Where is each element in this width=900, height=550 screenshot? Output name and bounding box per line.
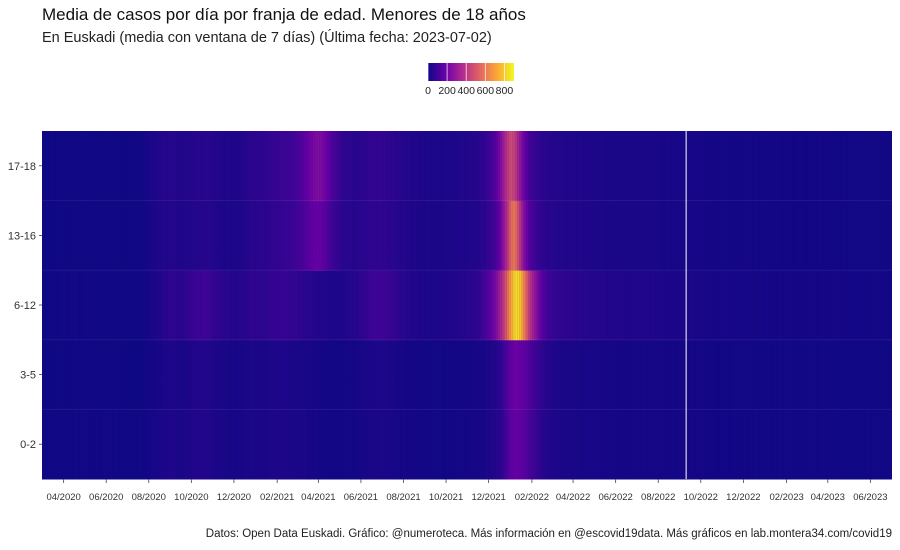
x-tick-label: 10/2020 bbox=[174, 492, 208, 503]
x-tick-label: 10/2021 bbox=[429, 492, 463, 503]
legend-colorbar bbox=[428, 63, 514, 81]
x-tick-label: 02/2023 bbox=[769, 492, 803, 503]
x-tick-label: 06/2021 bbox=[344, 492, 378, 503]
y-tick-label: 0-2 bbox=[20, 439, 36, 451]
x-tick-label: 12/2021 bbox=[471, 492, 505, 503]
x-tick-label: 08/2022 bbox=[641, 492, 675, 503]
y-tick-label: 6-12 bbox=[14, 300, 36, 312]
x-tick-label: 04/2022 bbox=[556, 492, 590, 503]
heatmap-texture bbox=[42, 131, 892, 479]
legend-tick-label: 400 bbox=[457, 85, 475, 97]
y-tick-label: 3-5 bbox=[20, 370, 36, 382]
y-tick-label: 13-16 bbox=[8, 230, 36, 242]
x-tick-label: 04/2023 bbox=[811, 492, 845, 503]
x-tick-label: 06/2020 bbox=[89, 492, 123, 503]
x-axis: 04/2020 06/2020 08/2020 10/2020 12/2020 02/20… bbox=[46, 479, 888, 503]
y-tick-label: 17-18 bbox=[8, 161, 36, 173]
x-tick-label: 08/2020 bbox=[132, 492, 166, 503]
x-tick-label: 04/2020 bbox=[46, 492, 80, 503]
x-tick-label: 12/2020 bbox=[217, 492, 251, 503]
chart-caption: Datos: Open Data Euskadi. Gráfico: @nume… bbox=[205, 528, 892, 540]
x-tick-label: 06/2022 bbox=[598, 492, 632, 503]
x-tick-label: 12/2022 bbox=[726, 492, 760, 503]
x-tick-label: 04/2021 bbox=[301, 492, 335, 503]
legend-tick-label: 600 bbox=[477, 85, 495, 97]
x-tick-label: 02/2021 bbox=[260, 492, 294, 503]
x-tick-label: 08/2021 bbox=[386, 492, 420, 503]
y-axis: 0-2 3-5 6-12 13-16 17-18 bbox=[8, 161, 42, 451]
heatmap-rows bbox=[42, 131, 892, 480]
x-tick-label: 06/2023 bbox=[853, 492, 887, 503]
color-legend: 0 200 400 600 800 bbox=[425, 63, 514, 97]
x-tick-label: 10/2022 bbox=[684, 492, 718, 503]
legend-tick-label: 0 bbox=[425, 85, 431, 97]
legend-tick-label: 200 bbox=[438, 85, 456, 97]
x-tick-label: 02/2022 bbox=[515, 492, 549, 503]
chart-subtitle: En Euskadi (media con ventana de 7 días)… bbox=[42, 30, 492, 46]
legend-tick-label: 800 bbox=[496, 85, 514, 97]
chart-title: Media de casos por día por franja de eda… bbox=[42, 5, 526, 24]
